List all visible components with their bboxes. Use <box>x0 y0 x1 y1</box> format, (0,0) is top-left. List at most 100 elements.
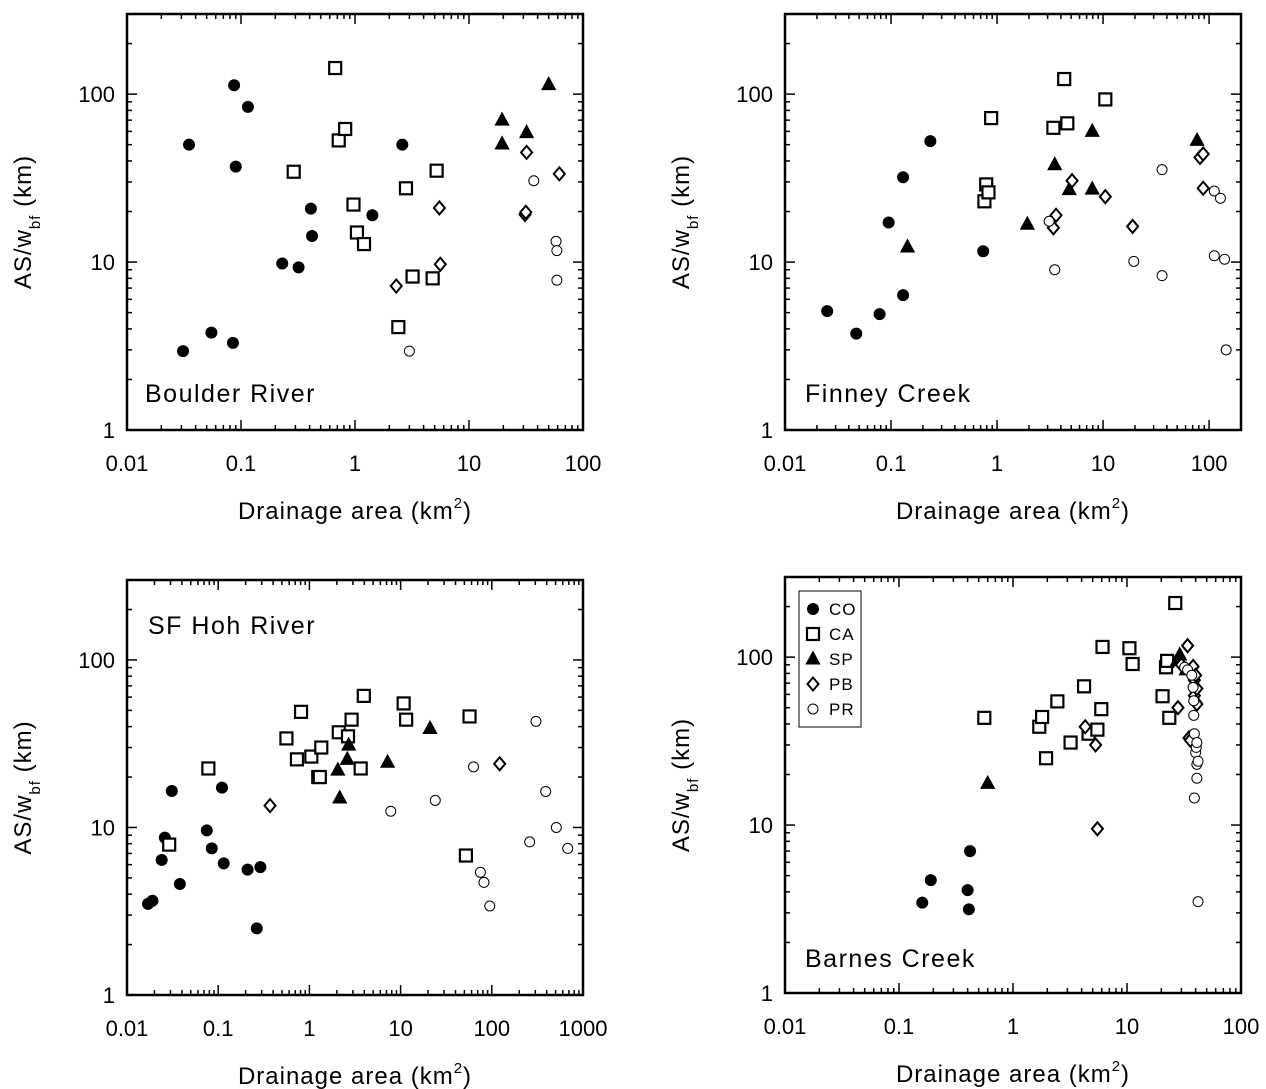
y-tick-label: 100 <box>78 82 115 107</box>
x-axis-title-sup: 2 <box>454 495 463 512</box>
legend-marker-pb <box>806 675 820 693</box>
data-point-sp <box>1189 131 1205 146</box>
data-point-co <box>873 308 886 321</box>
data-point-ca <box>1090 722 1105 737</box>
data-point-ca <box>981 185 996 200</box>
data-point-pb <box>389 277 404 295</box>
x-axis-title-sup: 2 <box>1112 495 1121 512</box>
data-point-co <box>396 138 409 151</box>
data-point-co <box>962 903 975 916</box>
x-tick-label: 0.01 <box>106 1016 149 1041</box>
panel-title: Finney Creek <box>805 380 972 408</box>
y-axis-title-end: (km) <box>668 718 695 778</box>
data-point-ca <box>353 761 368 776</box>
data-point-ca <box>286 164 301 179</box>
panel-title: Barnes Creek <box>805 945 976 973</box>
data-point-pb <box>1078 718 1093 735</box>
x-tick-label: 10 <box>1115 1014 1139 1039</box>
x-tick-label: 10 <box>457 451 481 476</box>
data-point-pr <box>551 245 563 257</box>
data-point-ca <box>201 761 216 776</box>
panel-title: SF Hoh River <box>148 612 316 640</box>
data-point-co <box>821 305 834 318</box>
x-tick-label: 1 <box>303 1016 315 1041</box>
data-point-sp <box>1019 215 1035 230</box>
y-tick-label: 10 <box>91 815 115 840</box>
data-point-sp <box>1084 122 1100 137</box>
data-point-sp <box>339 750 355 765</box>
data-point-co <box>226 336 239 349</box>
data-point-pr <box>551 274 563 286</box>
data-point-co <box>205 326 218 339</box>
data-point-pb <box>552 165 567 182</box>
data-point-pr <box>1192 896 1204 908</box>
legend-label: CO <box>829 600 857 619</box>
x-axis-title: Drainage area (km2) <box>896 1058 1130 1088</box>
data-point-co <box>215 781 228 794</box>
y-axis-title-main: AS/w <box>668 792 695 852</box>
x-tick-label: 0.01 <box>764 451 807 476</box>
chart-panel-1: 0.01 0.1 1 10 100 1 10 100 Drainage area (km2) AS… <box>668 12 1243 525</box>
data-point-co <box>977 245 990 258</box>
data-point-ca <box>1063 735 1078 750</box>
y-tick-label: 100 <box>78 648 115 673</box>
data-point-pr <box>467 761 479 773</box>
x-tick-label: 0.1 <box>884 1014 915 1039</box>
data-point-co <box>250 922 263 935</box>
data-point-sp <box>980 774 996 789</box>
data-point-pr <box>484 900 496 912</box>
data-point-pr <box>1043 215 1055 227</box>
data-point-ca <box>462 709 477 724</box>
legend-label: PB <box>829 675 854 694</box>
data-point-pb <box>433 256 448 273</box>
data-point-ca <box>1076 679 1092 694</box>
legend-marker-ca <box>805 626 821 642</box>
data-point-pr <box>1188 695 1200 707</box>
data-point-pr <box>1049 264 1061 276</box>
data-point-pr <box>540 785 552 797</box>
data-point-ca <box>1060 116 1075 131</box>
data-point-pr <box>1156 270 1168 282</box>
y-axis-title-main: AS/w <box>668 229 695 289</box>
panel-title: Boulder River <box>145 380 316 408</box>
y-axis-title: AS/wbf (km) <box>10 155 44 289</box>
data-point-pb <box>1171 699 1185 716</box>
x-tick-label: 10 <box>1091 451 1115 476</box>
data-point-ca <box>458 848 473 863</box>
legend-label: PR <box>829 700 855 719</box>
data-point-pb <box>1196 145 1211 163</box>
data-point-ca <box>356 236 372 252</box>
x-axis-title: Drainage area (km2) <box>238 1060 472 1089</box>
data-point-co <box>146 894 159 907</box>
data-point-co <box>961 884 974 897</box>
data-point-co <box>897 171 910 184</box>
x-tick-label: 0.1 <box>876 451 907 476</box>
data-point-ca <box>1155 689 1170 704</box>
x-tick-label: 100 <box>565 451 602 476</box>
data-point-co <box>306 229 319 242</box>
data-point-pr <box>1186 669 1198 681</box>
data-point-pr <box>1187 681 1199 693</box>
data-point-pb <box>1196 180 1211 197</box>
legend-marker-co <box>807 603 819 615</box>
y-axis-title: AS/wbf (km) <box>668 155 702 289</box>
y-tick-label: 100 <box>736 645 773 670</box>
data-point-pr <box>1156 164 1168 176</box>
data-point-ca <box>984 110 999 126</box>
data-point-co <box>924 874 937 887</box>
data-point-pr <box>524 836 536 848</box>
data-point-ca <box>425 271 440 286</box>
data-point-ca <box>977 710 992 725</box>
data-point-co <box>217 857 230 870</box>
data-point-co <box>173 877 186 890</box>
data-point-pb <box>492 755 507 772</box>
data-point-pr <box>550 821 562 833</box>
data-point-co <box>183 138 196 151</box>
data-point-co <box>304 202 317 215</box>
x-tick-label: 1000 <box>559 1016 608 1041</box>
plot-frame <box>125 12 585 432</box>
data-point-ca <box>429 163 444 178</box>
data-point-co <box>850 327 863 340</box>
plot-frame <box>783 12 1243 432</box>
